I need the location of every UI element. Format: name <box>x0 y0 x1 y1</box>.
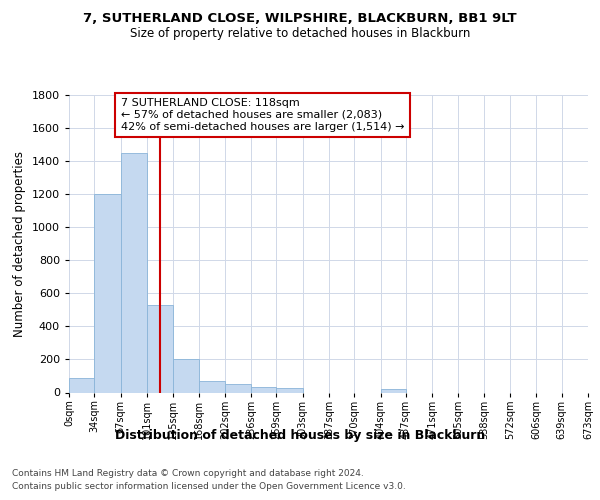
Bar <box>94 194 121 392</box>
Bar <box>199 381 225 392</box>
Text: Distribution of detached houses by size in Blackburn: Distribution of detached houses by size … <box>115 430 485 442</box>
Text: Size of property relative to detached houses in Blackburn: Size of property relative to detached ho… <box>130 28 470 40</box>
Text: 7, SUTHERLAND CLOSE, WILPSHIRE, BLACKBURN, BB1 9LT: 7, SUTHERLAND CLOSE, WILPSHIRE, BLACKBUR… <box>83 12 517 26</box>
Bar <box>277 388 302 392</box>
Y-axis label: Number of detached properties: Number of detached properties <box>13 151 26 337</box>
Text: Contains public sector information licensed under the Open Government Licence v3: Contains public sector information licen… <box>12 482 406 491</box>
Text: Contains HM Land Registry data © Crown copyright and database right 2024.: Contains HM Land Registry data © Crown c… <box>12 469 364 478</box>
Bar <box>121 153 147 392</box>
Bar <box>173 360 199 392</box>
Bar <box>147 305 173 392</box>
Bar <box>225 384 251 392</box>
Bar <box>251 386 277 392</box>
Text: 7 SUTHERLAND CLOSE: 118sqm
← 57% of detached houses are smaller (2,083)
42% of s: 7 SUTHERLAND CLOSE: 118sqm ← 57% of deta… <box>121 98 404 132</box>
Bar <box>69 378 94 392</box>
Bar <box>380 389 406 392</box>
